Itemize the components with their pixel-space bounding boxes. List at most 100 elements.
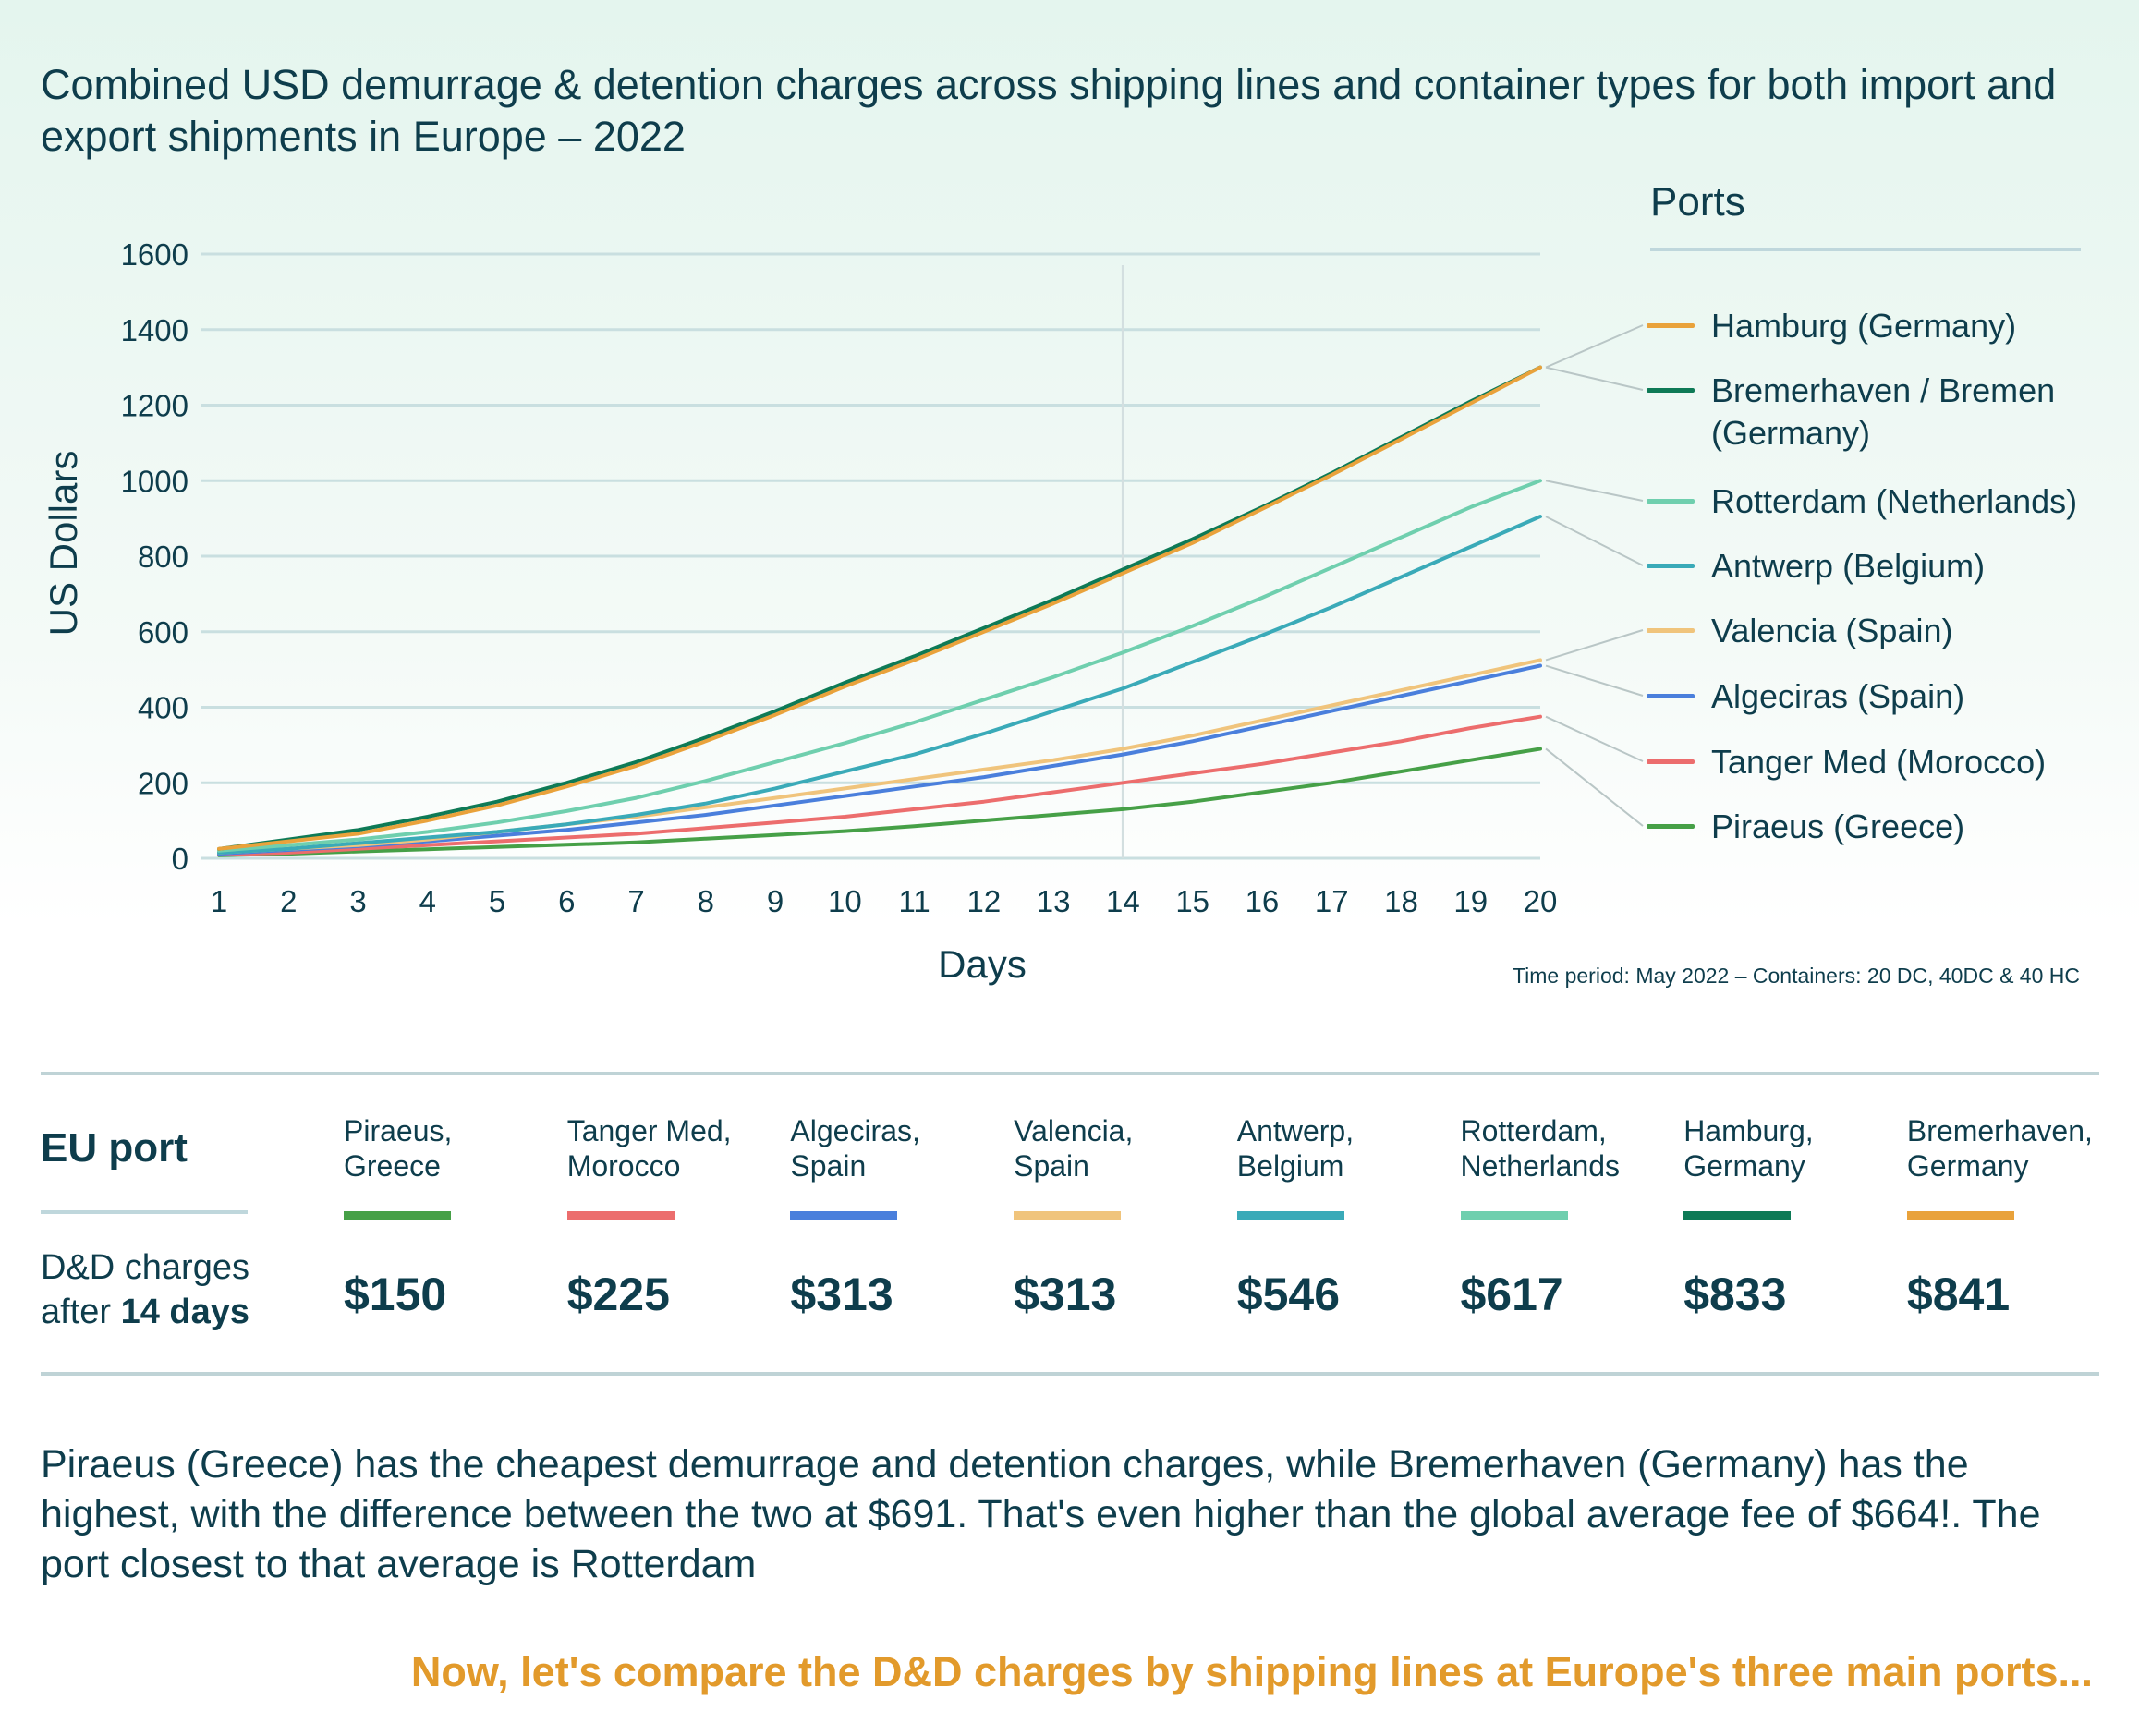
y-tick-label: 600 [138, 615, 188, 649]
y-tick-label: 0 [172, 842, 188, 876]
eu-port-label: EU port [41, 1125, 188, 1171]
cta-text[interactable]: Now, let's compare the D&D charges by sh… [410, 1648, 2093, 1695]
legend-connector [1545, 715, 1644, 762]
x-tick-label: 14 [1106, 884, 1140, 918]
y-tick-label: 1400 [121, 313, 188, 347]
x-tick-label: 18 [1384, 884, 1418, 918]
x-tick-label: 10 [828, 884, 862, 918]
legend-label: Hamburg (Germany) [1711, 307, 2017, 345]
port-name: Valencia, Spain [1014, 1114, 1134, 1183]
port-value: $150 [344, 1269, 447, 1320]
x-tick-label: 11 [898, 884, 930, 918]
series-line [217, 515, 1542, 855]
port-column: Antwerp, Belgium $546 [1236, 1113, 1450, 1321]
port-column: Algeciras, Spain $313 [790, 1113, 1003, 1321]
legend-title: Ports [1650, 179, 1745, 225]
dd-charges-label-after: after [41, 1293, 121, 1331]
time-period-note: Time period: May 2022 – Containers: 20 D… [1512, 964, 2080, 988]
port-color-bar [1014, 1211, 1122, 1220]
legend-label: Piraeus (Greece) [1711, 807, 1965, 845]
series-line [217, 714, 1542, 856]
legend-swatch [1647, 694, 1695, 698]
port-name: Rotterdam, Netherlands [1460, 1114, 1621, 1183]
y-axis-title: US Dollars [42, 451, 85, 637]
legend-swatch [1647, 323, 1695, 328]
x-tick-label: 4 [419, 884, 436, 918]
y-tick-label: 800 [138, 540, 188, 574]
x-tick-label: 17 [1315, 884, 1349, 918]
legend-swatch [1647, 824, 1695, 829]
eu-port-underline [41, 1210, 248, 1214]
x-tick-label: 7 [627, 884, 644, 918]
port-color-bar [344, 1211, 451, 1220]
x-tick-label: 2 [280, 884, 297, 918]
table-bottom-divider [41, 1372, 2099, 1376]
port-column: Piraeus, Greece $150 [344, 1113, 556, 1321]
legend-label: Algeciras (Spain) [1711, 677, 1965, 715]
legend-connector [1545, 747, 1644, 827]
port-color-bar [566, 1211, 675, 1220]
legend-swatch [1647, 564, 1695, 568]
port-value: $225 [566, 1269, 670, 1320]
port-color-bar [1236, 1211, 1344, 1220]
port-column: Rotterdam, Netherlands $617 [1460, 1113, 1673, 1321]
port-column: Tanger Med, Morocco $225 [566, 1113, 780, 1321]
series-line [217, 663, 1542, 856]
port-value: $617 [1460, 1269, 1563, 1320]
y-tick-label: 400 [138, 691, 188, 725]
x-tick-label: 13 [1037, 884, 1071, 918]
table-top-divider [41, 1072, 2099, 1075]
series-line [217, 479, 1542, 853]
port-name: Bremerhaven, Germany [1906, 1114, 2093, 1183]
port-value: $546 [1236, 1269, 1341, 1320]
port-name: Tanger Med, Morocco [566, 1114, 732, 1183]
x-tick-label: 6 [558, 884, 575, 918]
port-value: $833 [1683, 1269, 1787, 1320]
series-line [217, 365, 1542, 851]
legend-label: Valencia (Spain) [1711, 612, 1953, 649]
legend-connector [1545, 629, 1644, 662]
legend-connector [1545, 480, 1644, 502]
legend-swatch [1647, 499, 1695, 504]
legend-swatch [1647, 388, 1695, 393]
port-name: Piraeus, Greece [344, 1114, 453, 1183]
chart-title: Combined USD demurrage & detention charg… [41, 61, 2057, 160]
legend-label: Tanger Med (Morocco) [1711, 743, 2047, 781]
legend-label: Bremerhaven / Bremen (Germany) [1711, 371, 2056, 452]
legend-connector [1545, 324, 1644, 369]
summary-text: Piraeus (Greece) has the cheapest demurr… [41, 1442, 2041, 1586]
x-tick-label: 15 [1175, 884, 1209, 918]
port-column: Bremerhaven, Germany $841 [1906, 1113, 2120, 1321]
dd-charges-label-days: 14 days [120, 1293, 250, 1331]
legend-divider [1650, 248, 2081, 251]
x-tick-label: 9 [767, 884, 784, 918]
series-line [217, 365, 1542, 851]
y-tick-label: 1600 [121, 237, 188, 272]
port-name: Hamburg, Germany [1683, 1114, 1814, 1183]
y-tick-label: 1000 [121, 464, 188, 498]
x-tick-label: 16 [1246, 884, 1280, 918]
legend-connector [1545, 516, 1644, 566]
x-tick-label: 8 [698, 884, 714, 918]
y-tick-label: 200 [138, 766, 188, 800]
legend-label: Antwerp (Belgium) [1711, 547, 1986, 585]
legend-swatch [1647, 628, 1695, 633]
y-tick-label: 1200 [121, 389, 188, 423]
x-tick-label: 12 [967, 884, 1002, 918]
port-name: Algeciras, Spain [790, 1114, 920, 1183]
port-value: $841 [1906, 1269, 2011, 1320]
port-column: Hamburg, Germany $833 [1683, 1113, 1896, 1321]
x-tick-label: 3 [349, 884, 366, 918]
dd-charges-label: D&D charges after 14 days [41, 1245, 249, 1334]
legend-swatch [1647, 759, 1695, 764]
series-line [217, 747, 1542, 857]
port-color-bar [790, 1211, 898, 1220]
x-tick-label: 1 [211, 884, 227, 918]
x-tick-label: 5 [489, 884, 505, 918]
dd-charges-label-line1: D&D charges [41, 1248, 249, 1287]
port-value: $313 [790, 1269, 893, 1320]
legend-connector [1545, 664, 1644, 697]
x-tick-label: 19 [1453, 884, 1488, 918]
port-name: Antwerp, Belgium [1236, 1114, 1355, 1183]
